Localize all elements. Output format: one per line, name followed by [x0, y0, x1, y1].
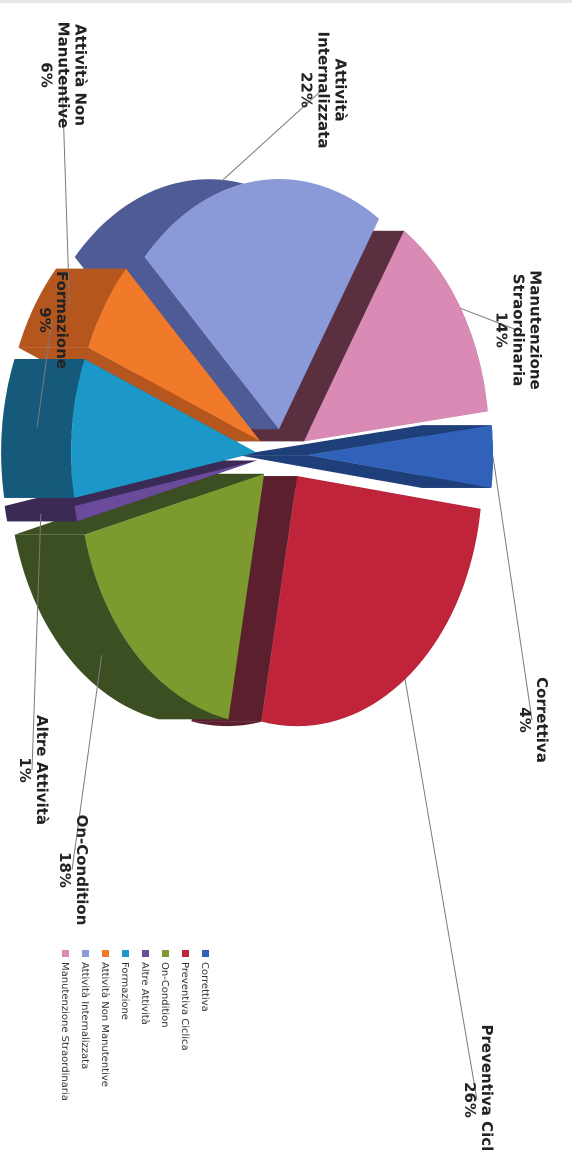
slice-name-label: Manutenzione: [527, 270, 545, 389]
slice-percent-label: 4%: [516, 707, 534, 732]
slice-name-label: Internalizzata: [315, 32, 333, 149]
leader-line-0: [492, 456, 533, 721]
chart-legend: Correttiva Preventiva Ciclica On-Condition…: [59, 950, 210, 1101]
slice-wall-0-1: [238, 455, 492, 488]
legend-swatch-5: [102, 950, 109, 957]
leader-line-5: [61, 74, 70, 306]
legend-swatch-4: [122, 950, 129, 957]
slice-wall-0-0: [238, 425, 492, 456]
slice-name-label: Straordinaria: [510, 274, 528, 387]
leader-line-6: [221, 89, 323, 182]
slice-4: [71, 359, 257, 498]
slice-6: [144, 179, 379, 430]
leader-line-3: [31, 513, 42, 771]
slice-side-4: [1, 359, 85, 498]
slice-percent-label: 22%: [298, 72, 316, 108]
legend-label-3: Altre Attività: [139, 962, 151, 1025]
slice-percent-label: 26%: [461, 1082, 479, 1118]
legend-swatch-0: [202, 950, 209, 957]
legend-swatch-2: [162, 950, 169, 957]
legend-label-4: Formazione: [119, 962, 130, 1020]
slice-name-label: Correttiva: [533, 677, 551, 763]
legend-label-1: Preventiva Ciclica: [179, 962, 190, 1051]
leader-line-2: [71, 655, 103, 871]
leader-line-4: [36, 319, 53, 428]
slice-5: [88, 268, 261, 441]
legend-label-0: Correttiva: [199, 962, 210, 1012]
leader-line-7: [460, 307, 518, 331]
legend-swatch-1: [182, 950, 189, 957]
slice-name-label: Altre Attività: [33, 715, 51, 825]
slice-percent-label: 9%: [36, 307, 54, 332]
slice-name-label: Attività: [332, 58, 350, 121]
slice-name-label: Manutentive: [55, 22, 73, 129]
legend-label-5: Attività Non Manutentive: [99, 962, 111, 1087]
slice-percent-label: 14%: [493, 312, 511, 348]
slice-name-label: On-Condition: [73, 815, 91, 926]
legend-swatch-6: [82, 950, 89, 957]
legend-label-7: Manutenzione Straordinaria: [59, 962, 70, 1101]
slice-percent-label: 6%: [38, 62, 56, 87]
slice-0: [308, 425, 493, 488]
legend-swatch-3: [142, 950, 149, 957]
slice-percent-label: 18%: [56, 852, 74, 888]
slice-percent-label: 1%: [16, 757, 34, 782]
legend-swatch-7: [62, 950, 69, 957]
leader-line-1: [404, 679, 478, 1101]
slice-1: [261, 476, 481, 727]
scan-edge: [0, 0, 572, 3]
slice-3: [74, 460, 257, 522]
slice-name-label: Attività Non: [72, 24, 90, 126]
slice-name-label: Preventiva Ciclica: [478, 1025, 496, 1152]
slice-side-2: [14, 534, 229, 720]
pie-top-layer: [71, 179, 493, 727]
legend-label-6: Attività Internalizzata: [79, 962, 91, 1069]
slice-2: [84, 473, 265, 720]
slice-name-label: Formazione: [53, 271, 71, 369]
slice-7: [304, 230, 488, 442]
legend-label-2: On-Condition: [159, 962, 170, 1028]
